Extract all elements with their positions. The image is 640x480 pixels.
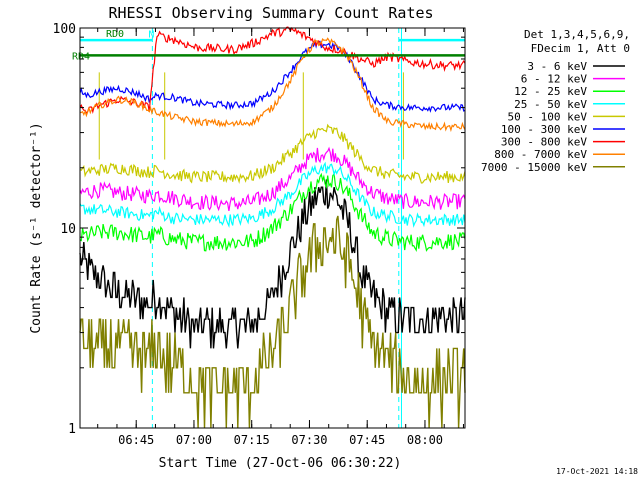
- plot-area: RD0 RD4 N: [72, 26, 466, 429]
- y-tick-label: 1: [68, 422, 76, 437]
- series-line: [79, 179, 466, 349]
- chart-title: RHESSI Observing Summary Count Rates: [108, 4, 433, 22]
- legend-label: 25 - 50 keV: [514, 98, 587, 111]
- legend-label: 800 - 7000 keV: [494, 148, 587, 161]
- legend-label: 100 - 300 keV: [501, 123, 587, 136]
- legend-header-line-2: FDecim 1, Att 0: [531, 42, 630, 55]
- legend: Det 1,3,4,5,6,9, FDecim 1, Att 0 3 - 6 k…: [481, 28, 630, 174]
- series-line: [79, 215, 466, 429]
- annotation-label: RD4: [72, 51, 90, 62]
- legend-label: 300 - 800 keV: [501, 136, 587, 149]
- axis-ticks: 06:45 07:00 07:15 07:30 07:45 08:00 1 10 100: [53, 22, 465, 447]
- series-line: [79, 161, 466, 228]
- legend-label: 12 - 25 keV: [514, 85, 587, 98]
- series-line: [79, 40, 466, 113]
- y-tick-label: 100: [53, 22, 76, 37]
- series-line: [79, 26, 466, 115]
- series-line: [79, 37, 466, 133]
- x-tick-label: 08:00: [407, 433, 443, 447]
- x-tick-label: 07:30: [291, 433, 327, 447]
- x-axis-label: Start Time (27-Oct-06 06:30:22): [159, 456, 402, 471]
- x-tick-label: 07:00: [176, 433, 212, 447]
- y-axis-label: Count Rate (s⁻¹ detector⁻¹): [29, 122, 44, 333]
- annotation-label: N: [148, 29, 154, 40]
- series-line: [79, 146, 466, 212]
- footer-timestamp: 17-Oct-2021 14:18: [556, 467, 638, 476]
- series-line: [79, 123, 466, 185]
- x-tick-label: 06:45: [118, 433, 154, 447]
- legend-label: 7000 - 15000 keV: [481, 161, 587, 174]
- legend-label: 3 - 6 keV: [527, 60, 587, 73]
- series-line: [79, 172, 466, 252]
- annotation-label: RD0: [106, 29, 124, 40]
- x-tick-label: 07:15: [234, 433, 270, 447]
- legend-header-line-1: Det 1,3,4,5,6,9,: [524, 28, 630, 41]
- y-tick-label: 10: [60, 222, 76, 237]
- legend-label: 50 - 100 keV: [508, 110, 588, 123]
- legend-label: 6 - 12 keV: [521, 73, 588, 86]
- x-tick-label: 07:45: [349, 433, 385, 447]
